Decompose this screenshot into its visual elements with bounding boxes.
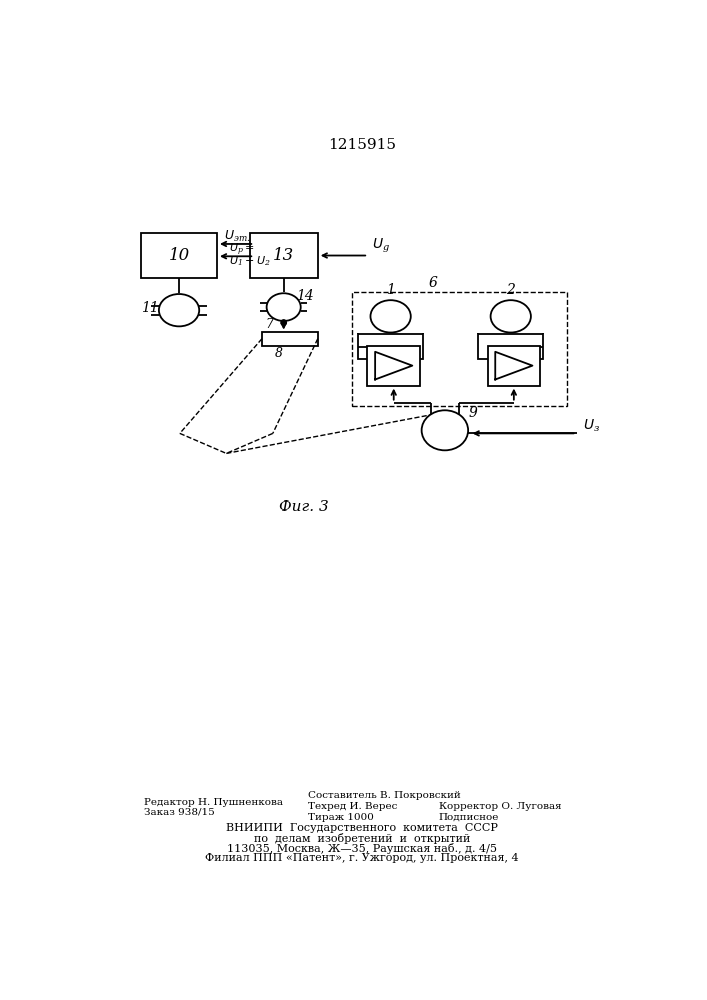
- Text: Корректор О. Луговая: Корректор О. Луговая: [438, 802, 561, 811]
- Text: $U_{\mathregular{р}}=$: $U_{\mathregular{р}}=$: [230, 242, 255, 258]
- Bar: [262, 332, 317, 346]
- Circle shape: [281, 320, 286, 325]
- Bar: [478, 334, 543, 359]
- Ellipse shape: [370, 300, 411, 333]
- Bar: [352, 292, 567, 406]
- Ellipse shape: [491, 300, 531, 333]
- Text: $U_{\mathregular{з}}$: $U_{\mathregular{з}}$: [583, 417, 600, 434]
- Text: Подписное: Подписное: [438, 813, 499, 822]
- Bar: [250, 233, 317, 278]
- Text: 2: 2: [506, 283, 515, 297]
- Bar: [368, 346, 420, 386]
- Text: $U_{\mathregular{эт.}}$: $U_{\mathregular{эт.}}$: [224, 229, 250, 244]
- Text: 13: 13: [273, 247, 294, 264]
- Text: 8: 8: [275, 347, 283, 360]
- Polygon shape: [495, 352, 532, 379]
- Ellipse shape: [267, 293, 300, 321]
- Text: 7: 7: [266, 318, 274, 331]
- Ellipse shape: [159, 294, 199, 326]
- Text: Составитель В. Покровский: Составитель В. Покровский: [308, 791, 460, 800]
- Ellipse shape: [421, 410, 468, 450]
- Text: 6: 6: [429, 276, 438, 290]
- Text: 1: 1: [386, 283, 395, 297]
- Text: 11: 11: [141, 301, 158, 315]
- Text: Филиал ППП «Патент», г. Ужгород, ул. Проектная, 4: Филиал ППП «Патент», г. Ужгород, ул. Про…: [205, 853, 519, 863]
- Polygon shape: [375, 352, 412, 379]
- Text: по  делам  изобретений  и  открытий: по делам изобретений и открытий: [254, 833, 470, 844]
- Text: 113035, Москва, Ж—35, Раушская наб., д. 4/5: 113035, Москва, Ж—35, Раушская наб., д. …: [227, 843, 497, 854]
- Text: 10: 10: [168, 247, 189, 264]
- Text: Техред И. Верес: Техред И. Верес: [308, 802, 397, 811]
- Text: 14: 14: [296, 289, 314, 303]
- Text: $U_{\mathregular{1}}-U_{\mathregular{2}}$: $U_{\mathregular{1}}-U_{\mathregular{2}}…: [230, 254, 271, 268]
- Text: Заказ 938/15: Заказ 938/15: [144, 808, 215, 817]
- Bar: [141, 233, 217, 278]
- Bar: [488, 346, 540, 386]
- Text: 9: 9: [468, 406, 477, 420]
- Bar: [358, 334, 423, 359]
- Text: Тираж 1000: Тираж 1000: [308, 813, 373, 822]
- Text: $U_{\mathregular{g}}$: $U_{\mathregular{g}}$: [372, 237, 390, 255]
- Text: Редактор Н. Пушненкова: Редактор Н. Пушненкова: [144, 798, 284, 807]
- Text: ВНИИПИ  Государственного  комитета  СССР: ВНИИПИ Государственного комитета СССР: [226, 823, 498, 833]
- Text: 1215915: 1215915: [328, 138, 396, 152]
- Text: Фиг. 3: Фиг. 3: [279, 500, 329, 514]
